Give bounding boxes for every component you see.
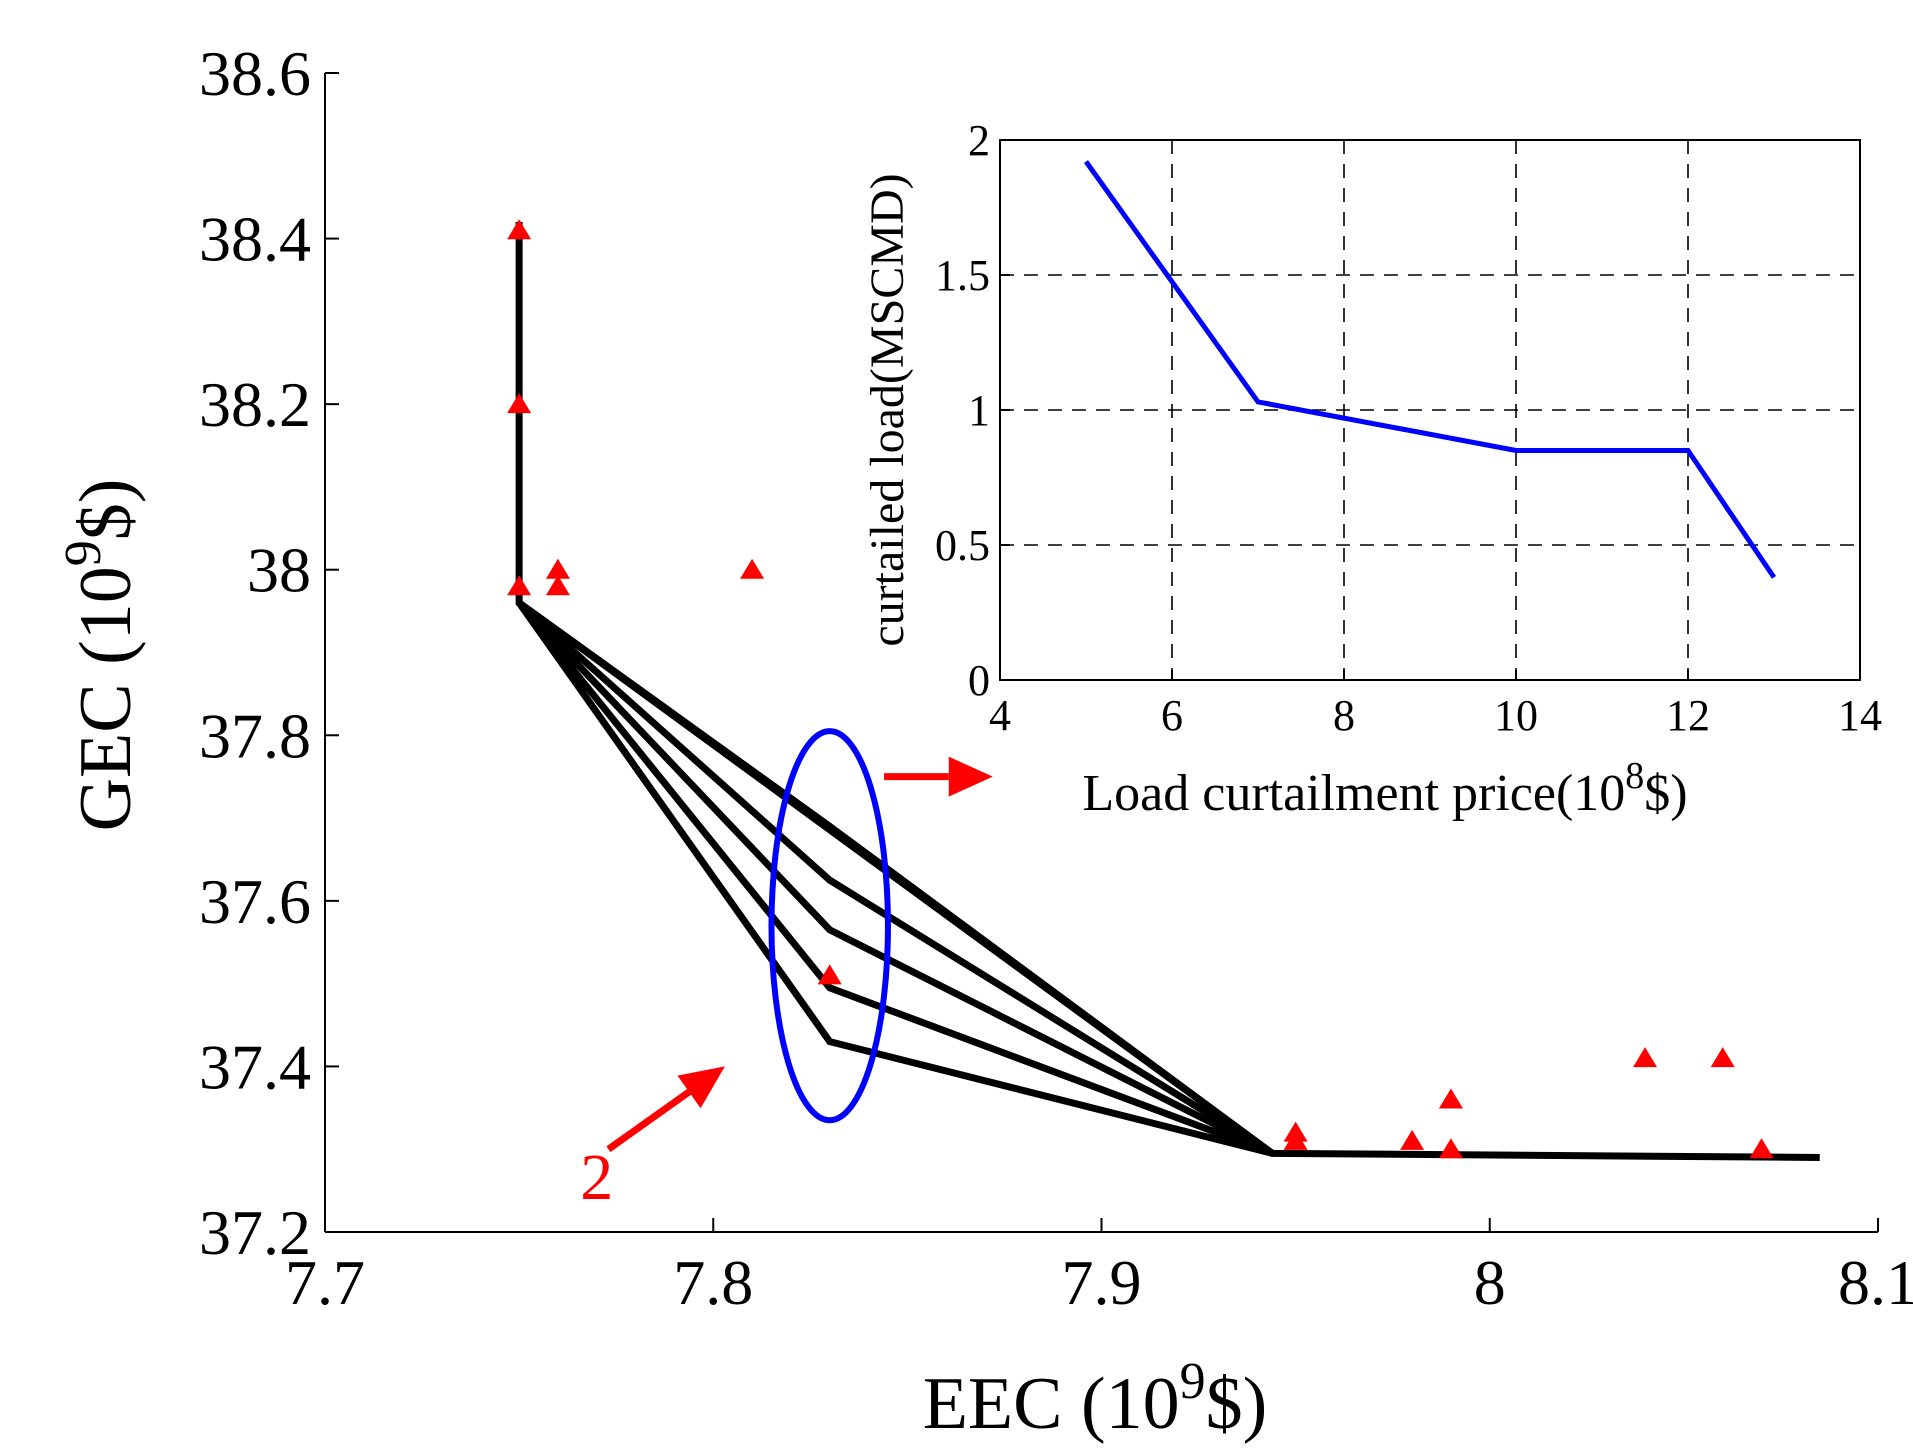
- main-chart: 7.7 7.8 7.9 8 8.1 37.2 37.4 37.6 37.8 38 38.2 38.4…: [55, 38, 1913, 1445]
- scatter-point: [507, 575, 532, 596]
- annotation-label: 2: [580, 1141, 613, 1214]
- inset-y-tick-label: 1.5: [935, 251, 990, 300]
- scatter-point: [1438, 1088, 1463, 1109]
- y-tick-label: 37.2: [199, 1197, 311, 1268]
- inset-y-tick-label: 0: [968, 656, 990, 705]
- x-axis-label-sup: 9: [1180, 1353, 1206, 1410]
- x-tick-label: 8.1: [1838, 1247, 1913, 1318]
- callout-arrow: [884, 756, 993, 797]
- x-tick-label: 7.8: [673, 1247, 753, 1318]
- inset-x-tick-label: 14: [1838, 691, 1882, 740]
- inset-y-axis-label: curtailed load(MSCMD): [861, 173, 914, 646]
- inset-x-tick-label: 10: [1494, 691, 1538, 740]
- main-x-tick-labels: 7.7 7.8 7.9 8 8.1: [285, 1247, 1913, 1318]
- scatter-point: [545, 575, 570, 596]
- inset-chart: 4 6 8 10 12 14 0 0.5 1 1.5 2 Load curtailment pri…: [861, 116, 1882, 822]
- x-tick-label: 7.7: [285, 1247, 365, 1318]
- inset-x-tick-label: 8: [1333, 691, 1355, 740]
- inset-x-tick-label: 12: [1666, 691, 1710, 740]
- scatter-point: [1438, 1138, 1463, 1159]
- inset-series-line: [1083, 160, 1777, 579]
- y-tick-label: 37.8: [199, 700, 311, 771]
- y-tick-label: 38: [247, 535, 311, 606]
- inset-x-axis-label-end: $): [1644, 765, 1687, 822]
- y-tick-label: 38.6: [199, 38, 311, 109]
- highlight-ellipse: [768, 728, 891, 1124]
- inset-y-tick-labels: 0 0.5 1 1.5 2: [935, 116, 990, 705]
- pareto-front-line-3: [516, 600, 1275, 1157]
- y-axis-label-text: GEC (10: [65, 566, 147, 831]
- annotation-arrow: [606, 1066, 725, 1153]
- inset-x-tick-label: 6: [1161, 691, 1183, 740]
- scatter-point: [545, 558, 570, 579]
- y-axis-label: GEC (109$): [55, 479, 147, 832]
- y-axis-label-sup: 9: [55, 540, 112, 566]
- y-axis-label-end: $): [65, 479, 147, 541]
- inset-x-axis-label: Load curtailment price(108$): [1082, 755, 1687, 822]
- inset-x-tick-label: 4: [989, 691, 1011, 740]
- y-tick-label: 38.2: [199, 369, 311, 440]
- inset-ticks: [999, 139, 1861, 681]
- scatter-point: [1283, 1129, 1308, 1150]
- scatter-point: [507, 393, 532, 414]
- scatter-point: [1633, 1047, 1658, 1068]
- y-tick-label: 37.6: [199, 866, 311, 937]
- x-axis-label: EEC (109$): [923, 1353, 1268, 1445]
- inset-y-tick-label: 0.5: [935, 521, 990, 570]
- main-y-tick-labels: 37.2 37.4 37.6 37.8 38 38.2 38.4 38.6: [199, 38, 311, 1268]
- scatter-point: [740, 558, 765, 579]
- x-axis-label-end: $): [1206, 1363, 1268, 1445]
- inset-x-tick-labels: 4 6 8 10 12 14: [989, 691, 1882, 740]
- scatter-point: [1710, 1047, 1735, 1068]
- y-tick-label: 37.4: [199, 1031, 311, 1102]
- inset-y-tick-label: 2: [968, 116, 990, 165]
- inset-background: [1000, 140, 1860, 680]
- pareto-front-line-4: [516, 600, 1274, 1157]
- scatter-points: [507, 219, 1774, 1159]
- main-axes: [324, 72, 1879, 1233]
- x-axis-label-text: EEC (10: [923, 1363, 1180, 1445]
- scatter-point: [1749, 1138, 1774, 1159]
- scatter-point: [817, 964, 842, 985]
- annotations: 2: [580, 728, 993, 1214]
- inset-grid: [1000, 140, 1860, 680]
- pareto-front-line-2: [517, 599, 1275, 1157]
- y-tick-label: 38.4: [199, 204, 311, 275]
- scatter-point: [1400, 1129, 1425, 1150]
- x-tick-label: 7.9: [1062, 1247, 1142, 1318]
- scatter-point: [507, 219, 532, 240]
- inset-x-axis-label-text: Load curtailment price(10: [1082, 765, 1625, 822]
- pareto-front-line-5: [516, 600, 1274, 1157]
- inset-x-axis-label-sup: 8: [1625, 755, 1644, 797]
- inset-y-tick-label: 1: [968, 386, 990, 435]
- inset-series: [1083, 160, 1777, 579]
- pareto-front-line-6: [516, 600, 1274, 1157]
- x-tick-label: 8: [1474, 1247, 1506, 1318]
